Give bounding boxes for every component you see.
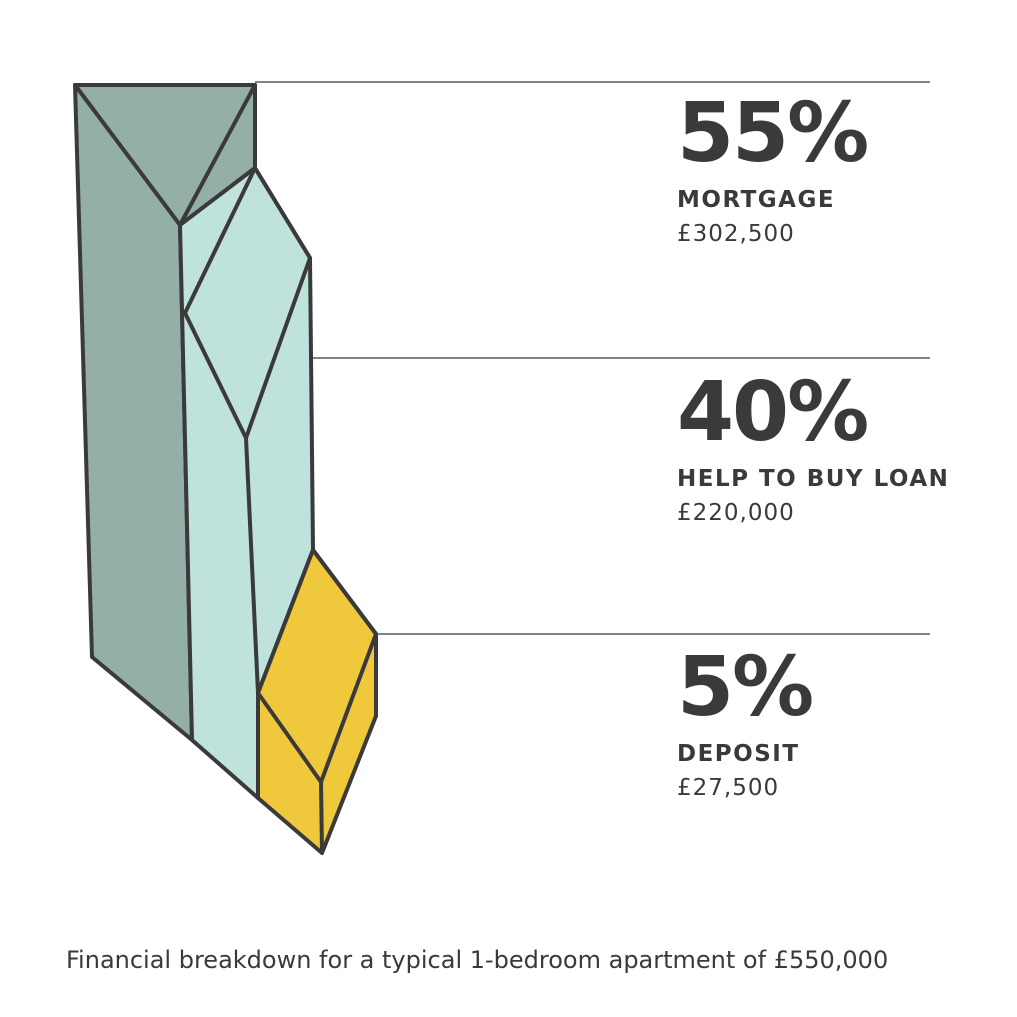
chart-caption: Financial breakdown for a typical 1-bedr… xyxy=(66,946,889,974)
segment-label-help-to-buy: 40% HELP TO BUY LOAN £220,000 xyxy=(677,365,950,527)
help-to-buy-percent: 40% xyxy=(677,365,869,460)
help-to-buy-amount: £220,000 xyxy=(677,500,795,526)
mortgage-percent: 55% xyxy=(677,86,869,181)
deposit-name: DEPOSIT xyxy=(677,741,800,767)
deposit-amount: £27,500 xyxy=(677,775,780,801)
mortgage-amount: £302,500 xyxy=(677,221,795,247)
segment-label-mortgage: 55% MORTGAGE £302,500 xyxy=(677,86,869,248)
deposit-percent: 5% xyxy=(677,640,814,735)
mortgage-name: MORTGAGE xyxy=(677,187,836,213)
segment-label-deposit: 5% DEPOSIT £27,500 xyxy=(677,640,814,802)
deposit-crystal-edge xyxy=(319,781,324,854)
help-to-buy-name: HELP TO BUY LOAN xyxy=(677,466,950,492)
mortgage-crystal-top xyxy=(73,83,257,227)
help-to-buy-crystal-edge xyxy=(244,437,260,694)
deposit-crystal-top xyxy=(256,548,378,784)
